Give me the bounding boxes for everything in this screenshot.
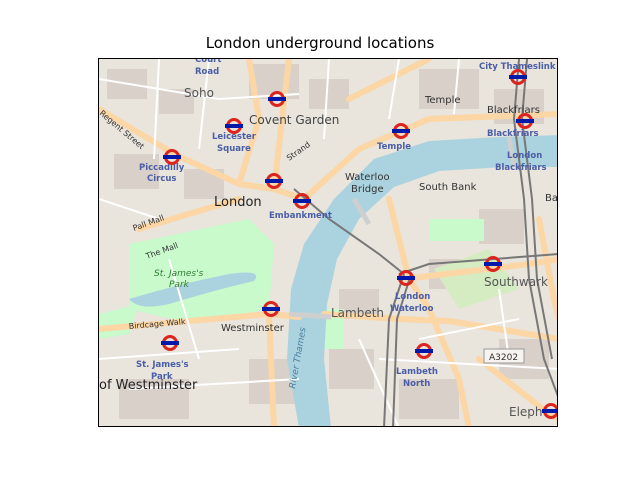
jubilee-gardens [429, 219, 484, 241]
place-label-westminster: Westminster [221, 323, 285, 334]
station-label-leicester-square-line2: Square [217, 144, 251, 154]
place-label-st-james-park-line1: St. James's [154, 269, 204, 279]
place-label-soho: Soho [184, 86, 214, 100]
station-label-piccadilly-line1: Piccadilly [139, 163, 185, 173]
station-label-city-thameslink: City Thameslink [479, 62, 556, 72]
station-label-piccadilly-line2: Circus [147, 174, 177, 184]
roundel-icon-temple[interactable] [392, 123, 410, 139]
roundel-icon-westminster[interactable] [262, 301, 280, 317]
bridges [288, 136, 517, 320]
map-view[interactable]: Soho Covent Garden Temple Blackfriars Lo… [98, 58, 558, 427]
park-lake [129, 272, 257, 307]
svg-text:A3202: A3202 [489, 353, 518, 363]
roundel-icon-leicester-square[interactable] [225, 118, 243, 134]
station-labels: Court Road City Thameslink Leicester Squ… [136, 59, 556, 389]
roundel-icon-lambeth-north[interactable] [415, 343, 433, 359]
station-label-london-waterloo-line1: London [395, 292, 430, 302]
roundel-icon-piccadilly-circus[interactable] [163, 149, 181, 165]
roundel-icon-charing-cross[interactable] [265, 173, 283, 189]
station-label-london-blackfriars-line1: London [507, 151, 542, 161]
place-label-lambeth: Lambeth [331, 306, 384, 320]
place-label-southwark: Southwark [484, 275, 548, 289]
roundel-icon-city-thameslink[interactable] [509, 69, 527, 85]
station-label-blackfriars: Blackfriars [487, 129, 539, 139]
road-shield-a3202: A3202 [483, 348, 525, 364]
station-label-temple: Temple [377, 142, 411, 152]
station-label-lambeth-north-line2: North [403, 379, 430, 389]
roundel-markers [161, 69, 558, 419]
roundel-icon-st-james-park[interactable] [161, 335, 179, 351]
station-label-st-james-park-line2: Park [151, 372, 173, 382]
station-label-lambeth-north-line1: Lambeth [396, 367, 438, 377]
chart-title: London underground locations [205, 34, 435, 52]
station-label-st-james-park-line1: St. James's [136, 360, 189, 370]
roundel-icon-blackfriars[interactable] [516, 113, 534, 129]
station-label-leicester-square-line1: Leicester [212, 132, 257, 142]
station-label-london-waterloo-line2: Waterloo [390, 304, 434, 314]
place-label-south-bank: South Bank [419, 182, 477, 193]
map-canvas[interactable]: Soho Covent Garden Temple Blackfriars Lo… [99, 59, 558, 427]
place-label-elephant: Eleph [509, 405, 543, 419]
roundel-icon-holborn[interactable] [268, 91, 286, 107]
place-label-waterloo-bridge-line1: Waterloo [345, 172, 390, 183]
station-label-embankment: Embankment [269, 211, 332, 221]
place-label-london: London [214, 195, 262, 210]
roundel-icon-london-waterloo[interactable] [397, 270, 415, 286]
rail-lines [293, 59, 557, 426]
roundel-icon-elephant-castle[interactable] [542, 403, 558, 419]
place-label-covent-garden: Covent Garden [249, 113, 339, 127]
roundel-icon-embankment[interactable] [293, 193, 311, 209]
station-label-london-blackfriars-line2: Blackfriars [495, 163, 547, 173]
place-label-ba: Ba [545, 193, 558, 204]
station-label-court-road-line2: Road [195, 67, 219, 77]
station-label-court-road-line1: Court [195, 59, 221, 65]
minor-roads [99, 59, 557, 426]
river-thames-water [287, 135, 557, 426]
place-label-st-james-park-line2: Park [169, 280, 190, 290]
place-label-temple: Temple [424, 95, 461, 106]
place-label-blackfriars: Blackfriars [487, 105, 540, 116]
roundel-icon-southwark[interactable] [484, 256, 502, 272]
place-label-city-of-westminster: of Westminster [99, 378, 198, 393]
place-label-waterloo-bridge-line2: Bridge [351, 184, 384, 195]
